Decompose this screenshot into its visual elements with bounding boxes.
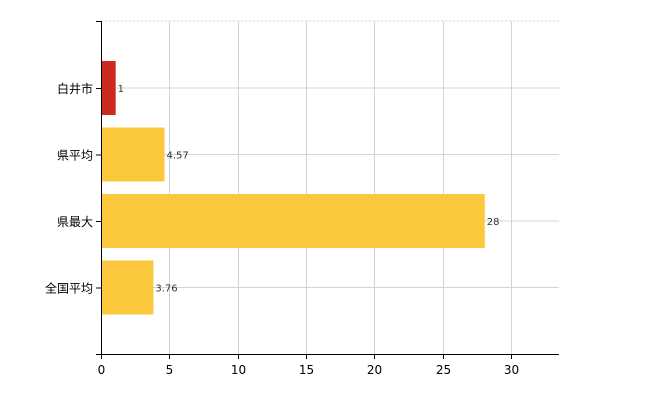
x-tick-label: 30 bbox=[504, 363, 519, 377]
data-label: 4.57 bbox=[166, 151, 188, 162]
x-tick-label: 10 bbox=[231, 363, 246, 377]
y-tick-label: 全国平均 bbox=[45, 281, 93, 296]
data-label: 28 bbox=[487, 217, 500, 228]
x-tick-label: 25 bbox=[436, 363, 451, 377]
data-label: 3.76 bbox=[155, 284, 177, 295]
x-tick-label: 5 bbox=[166, 363, 174, 377]
y-tick-label: 白井市 bbox=[57, 81, 93, 96]
bar bbox=[102, 127, 165, 182]
y-tick-label: 県平均 bbox=[57, 149, 93, 163]
bar bbox=[102, 194, 485, 248]
y-tick-label: 県最大 bbox=[57, 215, 93, 229]
grid-lines bbox=[101, 20, 559, 354]
x-tick-label: 15 bbox=[299, 363, 314, 377]
x-tick-label: 20 bbox=[367, 363, 382, 377]
data-label: 1 bbox=[118, 84, 124, 95]
bar bbox=[102, 61, 116, 115]
bar bbox=[102, 260, 154, 315]
x-tick-label: 0 bbox=[98, 363, 106, 377]
bars: 1 4.57 28 3.76 bbox=[102, 61, 500, 315]
